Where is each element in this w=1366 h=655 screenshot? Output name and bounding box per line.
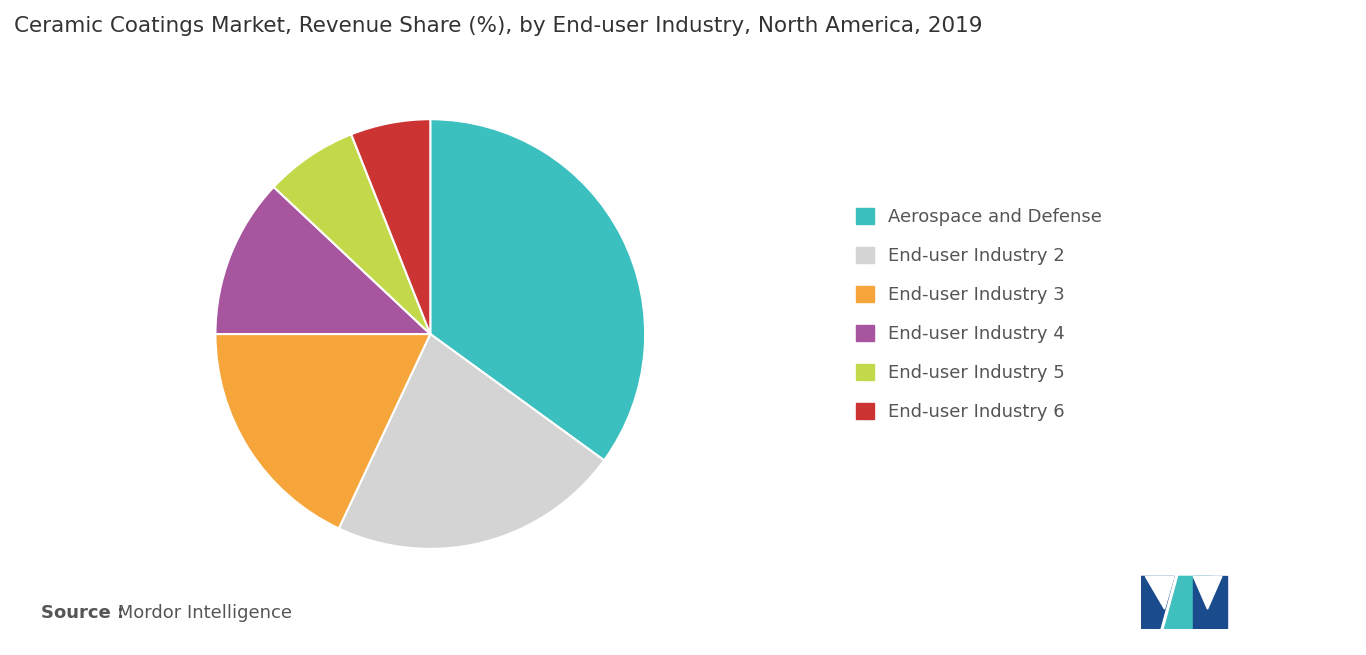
Text: Mordor Intelligence: Mordor Intelligence [112,605,292,622]
Polygon shape [1194,576,1221,609]
Wedge shape [351,119,430,334]
Wedge shape [216,187,430,334]
Wedge shape [430,119,645,460]
Wedge shape [273,134,430,334]
Wedge shape [339,334,604,549]
Text: Source :: Source : [41,605,124,622]
Wedge shape [216,334,430,529]
Polygon shape [1141,576,1175,629]
Polygon shape [1194,576,1227,629]
Legend: Aerospace and Defense, End-user Industry 2, End-user Industry 3, End-user Indust: Aerospace and Defense, End-user Industry… [856,208,1102,421]
Polygon shape [1145,576,1175,609]
Polygon shape [1164,576,1213,629]
Text: Ceramic Coatings Market, Revenue Share (%), by End-user Industry, North America,: Ceramic Coatings Market, Revenue Share (… [14,16,982,37]
